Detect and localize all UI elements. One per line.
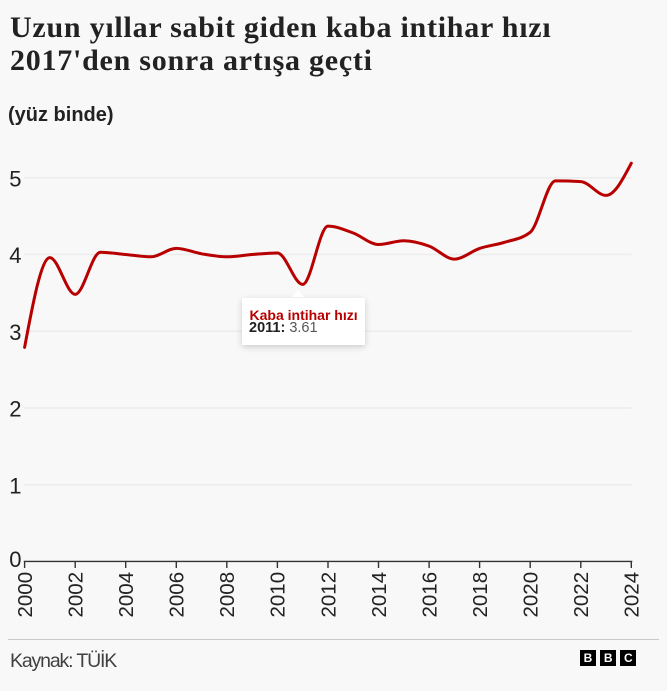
svg-text:2: 2	[9, 397, 21, 422]
svg-text:2002: 2002	[65, 572, 88, 618]
svg-text:2006: 2006	[166, 572, 189, 618]
svg-text:4: 4	[9, 243, 21, 268]
svg-text:2010: 2010	[267, 572, 290, 618]
svg-text:0: 0	[9, 547, 21, 572]
svg-text:2004: 2004	[115, 572, 138, 618]
svg-text:5: 5	[9, 167, 21, 192]
svg-text:2016: 2016	[418, 572, 441, 618]
svg-text:2024: 2024	[621, 572, 644, 618]
svg-text:1: 1	[9, 473, 21, 498]
svg-text:2018: 2018	[469, 572, 492, 618]
svg-text:2008: 2008	[216, 572, 239, 618]
svg-text:3: 3	[9, 320, 21, 345]
svg-text:2020: 2020	[520, 572, 543, 618]
svg-text:2000: 2000	[14, 572, 37, 618]
svg-text:2022: 2022	[570, 572, 593, 618]
svg-text:2012: 2012	[317, 572, 340, 618]
svg-text:2014: 2014	[368, 572, 391, 618]
